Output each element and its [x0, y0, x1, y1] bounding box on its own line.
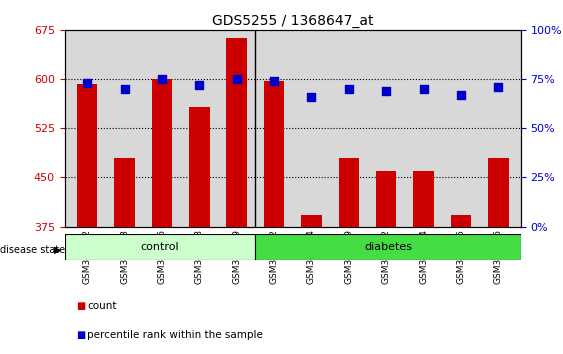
Bar [451, 215, 471, 227]
Bar [264, 81, 284, 227]
Text: diabetes: diabetes [364, 242, 412, 252]
Point [307, 94, 316, 100]
Bar [189, 107, 209, 227]
Text: ■: ■ [76, 301, 85, 311]
Text: disease state: disease state [0, 245, 65, 255]
Title: GDS5255 / 1368647_at: GDS5255 / 1368647_at [212, 14, 373, 28]
Text: ▶: ▶ [54, 245, 61, 255]
Point [195, 82, 204, 88]
Point [419, 86, 428, 92]
Point [345, 86, 354, 92]
Point [457, 92, 466, 98]
Bar [151, 79, 172, 227]
Point [158, 76, 167, 82]
Point [83, 80, 92, 86]
Text: count: count [87, 301, 117, 311]
Text: ■: ■ [76, 330, 85, 339]
Bar [77, 85, 97, 227]
Text: control: control [141, 242, 180, 252]
Bar [413, 171, 434, 227]
Bar [114, 158, 135, 227]
Point [270, 78, 279, 84]
Point [120, 86, 129, 92]
Bar [376, 171, 396, 227]
Bar [488, 158, 508, 227]
Point [382, 88, 391, 94]
Bar [65, 234, 256, 260]
Point [494, 84, 503, 90]
Bar [226, 38, 247, 227]
Text: percentile rank within the sample: percentile rank within the sample [87, 330, 263, 339]
Bar [301, 215, 321, 227]
Point [232, 76, 241, 82]
Bar [338, 158, 359, 227]
Bar [256, 234, 521, 260]
